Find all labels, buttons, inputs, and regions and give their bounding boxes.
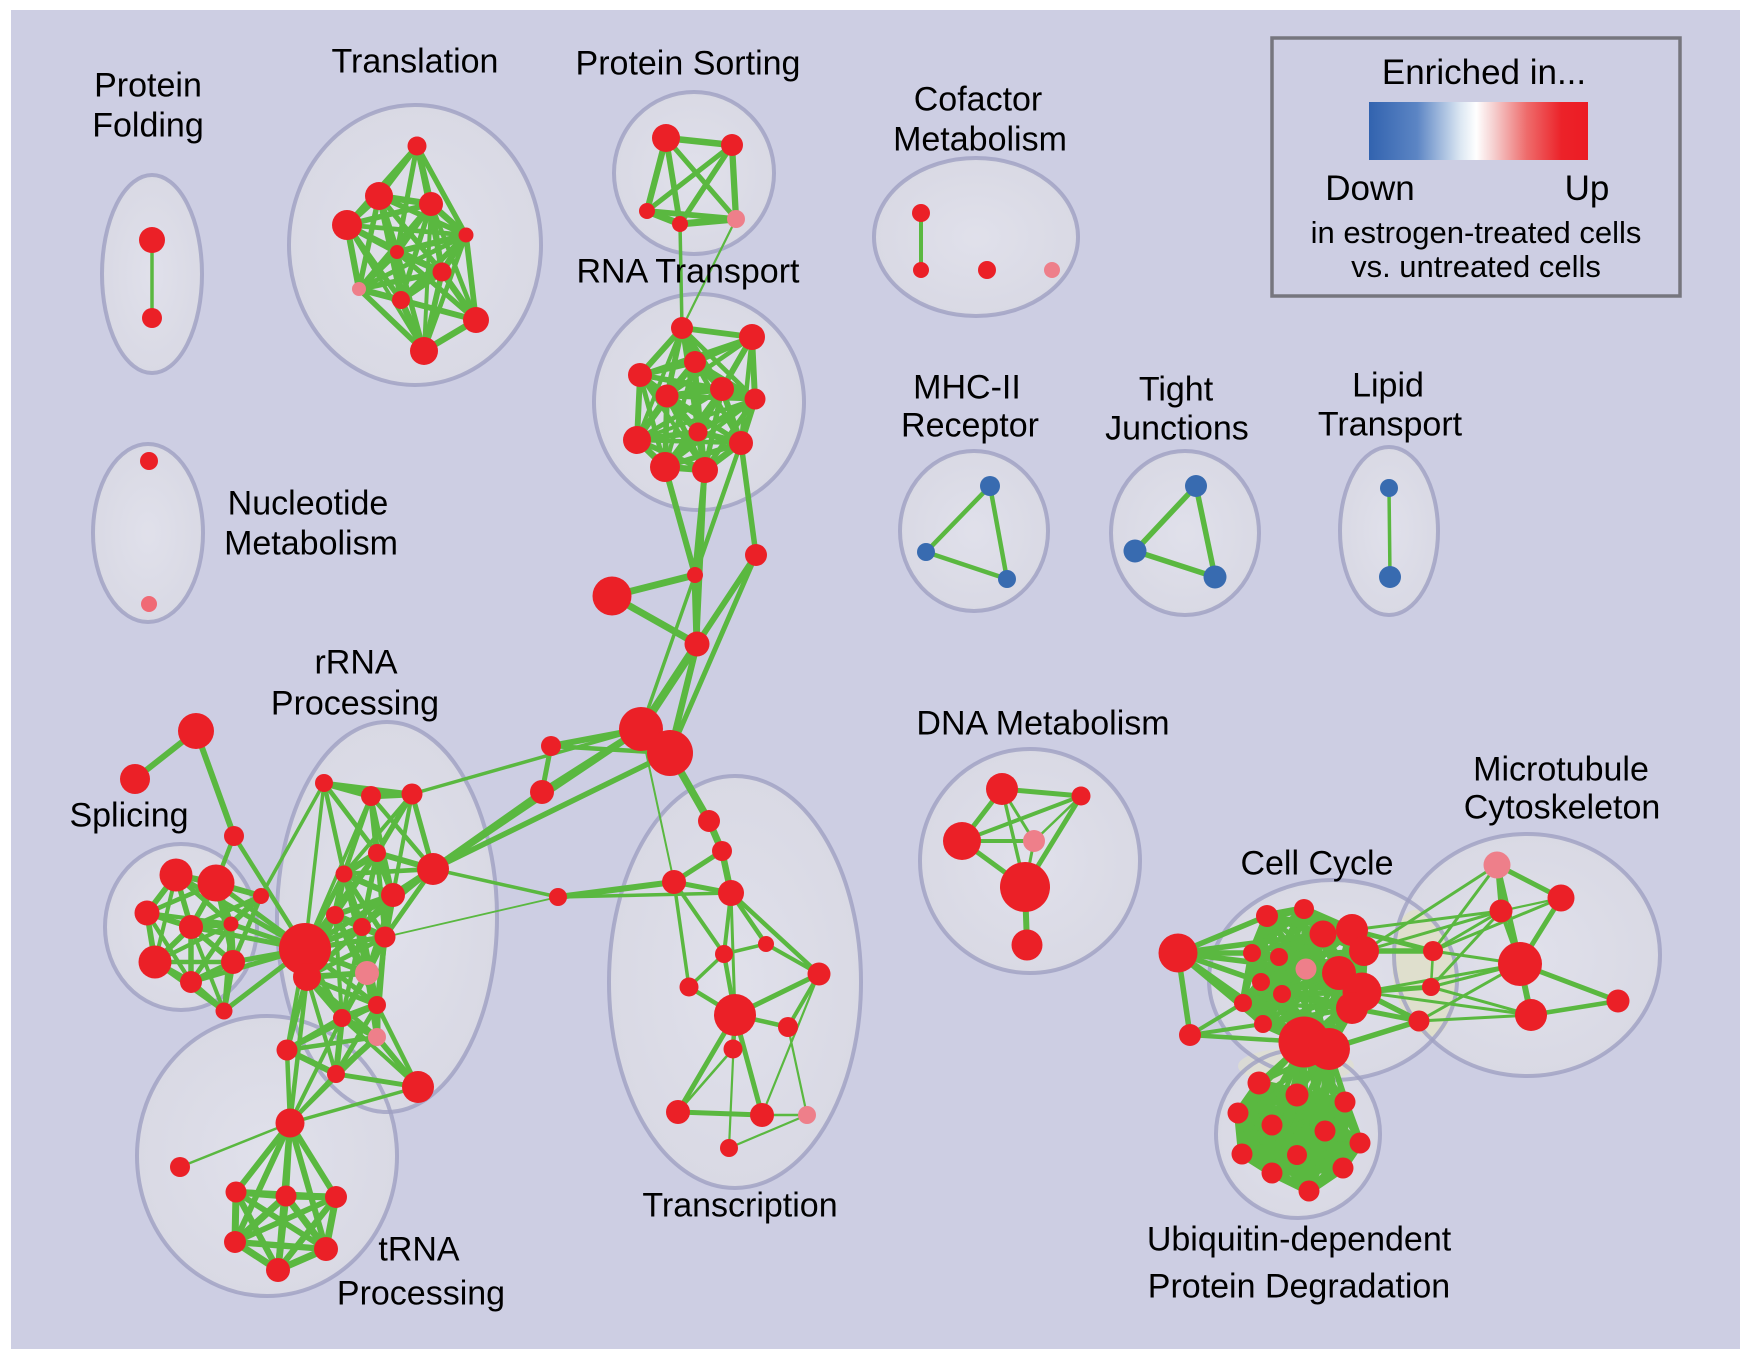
svg-text:vs. untreated cells: vs. untreated cells xyxy=(1351,249,1601,284)
svg-text:Enriched in...: Enriched in... xyxy=(1382,53,1586,92)
svg-text:Ubiquitin-dependent: Ubiquitin-dependent xyxy=(1147,1220,1452,1258)
svg-text:Protein Sorting: Protein Sorting xyxy=(576,44,801,82)
svg-text:RNA Transport: RNA Transport xyxy=(577,252,801,290)
svg-text:Receptor: Receptor xyxy=(901,406,1039,444)
svg-text:tRNA: tRNA xyxy=(378,1230,460,1268)
svg-text:Up: Up xyxy=(1565,169,1610,208)
svg-text:Cell Cycle: Cell Cycle xyxy=(1240,844,1393,882)
svg-text:Metabolism: Metabolism xyxy=(893,120,1067,158)
svg-text:Tight: Tight xyxy=(1139,370,1214,408)
svg-text:Cytoskeleton: Cytoskeleton xyxy=(1464,788,1661,826)
svg-text:Junctions: Junctions xyxy=(1105,409,1249,447)
svg-text:Down: Down xyxy=(1325,169,1414,208)
svg-text:Metabolism: Metabolism xyxy=(224,524,398,562)
svg-text:Folding: Folding xyxy=(92,106,204,144)
svg-text:Processing: Processing xyxy=(337,1274,505,1312)
svg-text:Transcription: Transcription xyxy=(642,1186,837,1224)
svg-text:Microtubule: Microtubule xyxy=(1473,750,1649,788)
svg-text:Protein: Protein xyxy=(94,66,202,104)
svg-text:rRNA: rRNA xyxy=(314,643,397,681)
svg-text:Cofactor: Cofactor xyxy=(914,80,1043,118)
svg-text:Transport: Transport xyxy=(1318,405,1463,443)
svg-text:Splicing: Splicing xyxy=(69,796,188,834)
svg-text:Protein Degradation: Protein Degradation xyxy=(1148,1267,1450,1305)
svg-text:Processing: Processing xyxy=(271,684,439,722)
svg-text:DNA Metabolism: DNA Metabolism xyxy=(916,704,1169,742)
svg-text:Nucleotide: Nucleotide xyxy=(228,484,389,522)
svg-text:MHC-II: MHC-II xyxy=(913,368,1021,406)
svg-text:in estrogen-treated cells: in estrogen-treated cells xyxy=(1311,215,1642,250)
svg-text:Lipid: Lipid xyxy=(1352,366,1424,404)
svg-text:Translation: Translation xyxy=(332,42,499,80)
